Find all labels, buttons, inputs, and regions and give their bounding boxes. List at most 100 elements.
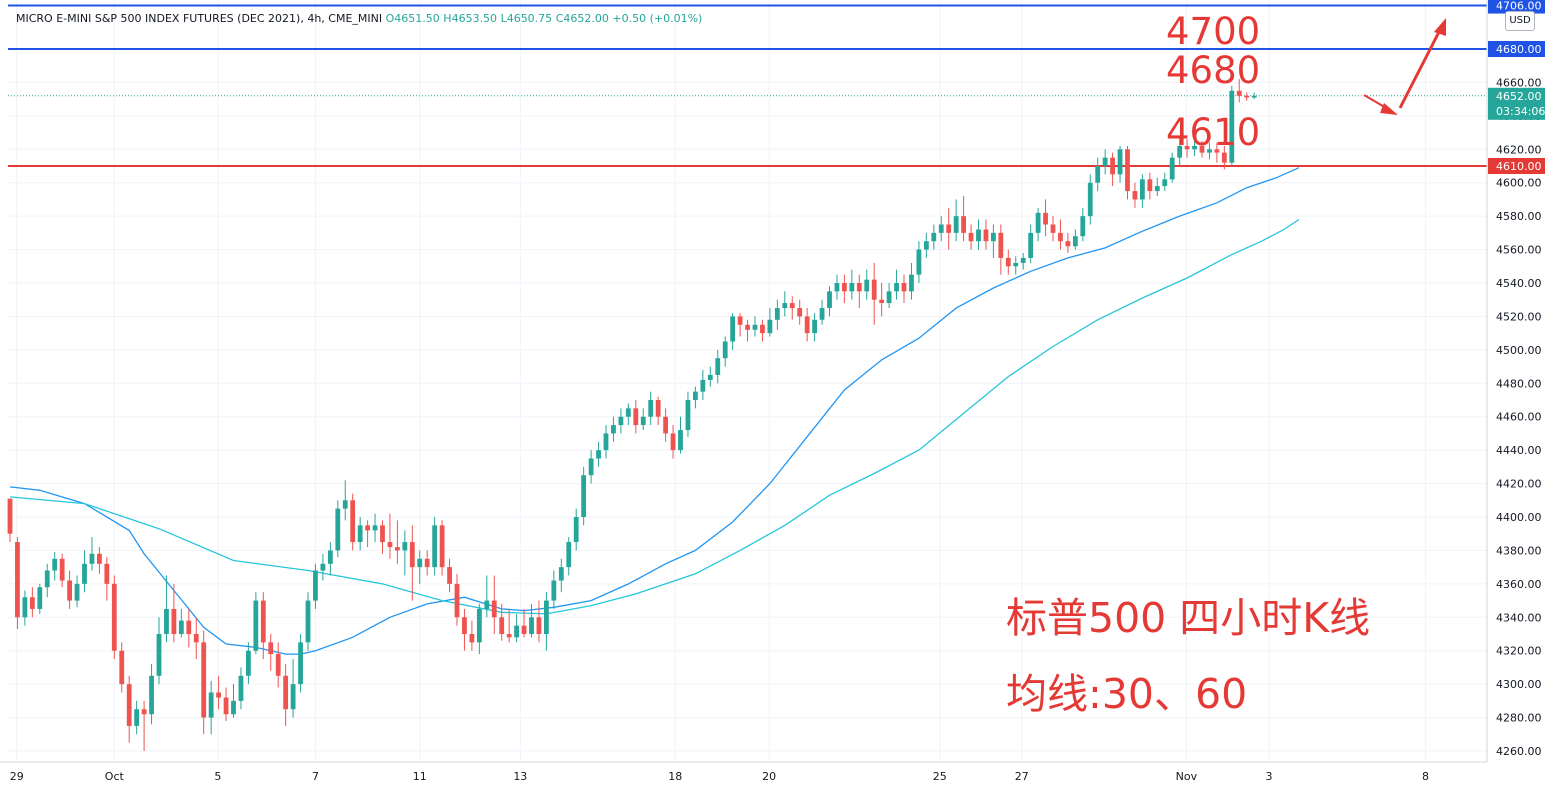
candle-body xyxy=(774,308,780,320)
candle xyxy=(29,587,35,618)
candle-body xyxy=(283,675,289,710)
candle-body xyxy=(1177,145,1183,158)
candle xyxy=(760,319,765,342)
horizontal-lines[interactable] xyxy=(8,4,1487,167)
candle xyxy=(484,575,490,618)
candle-body xyxy=(685,400,691,431)
candle-body xyxy=(506,634,512,638)
candle-body xyxy=(432,525,438,568)
candle xyxy=(320,553,326,581)
candle xyxy=(745,319,750,342)
candle-body xyxy=(1244,95,1250,98)
candle xyxy=(439,520,445,576)
candle-body xyxy=(246,650,251,676)
candle xyxy=(1080,207,1086,242)
candle-body xyxy=(380,525,385,543)
time-axis[interactable]: 29 Oct 5 7 11 13 18 20 25 27 Nov 3 8 xyxy=(0,761,1487,783)
candle xyxy=(1229,85,1235,166)
candle xyxy=(342,480,348,521)
candle-body xyxy=(886,291,892,304)
candle xyxy=(357,517,363,551)
candle-body xyxy=(581,475,587,517)
candle-body xyxy=(909,274,914,292)
candle xyxy=(871,262,877,325)
candle xyxy=(141,700,147,751)
candle-body xyxy=(1251,95,1257,98)
candle-body xyxy=(119,650,125,685)
candle-body xyxy=(611,425,616,434)
candle-body xyxy=(320,563,326,571)
candle xyxy=(804,308,810,342)
candle-body xyxy=(819,308,825,320)
time-tick-label: 5 xyxy=(214,770,221,783)
arrow-down-head xyxy=(1380,103,1398,115)
time-tick-label: 27 xyxy=(1015,770,1029,783)
candle xyxy=(558,558,564,593)
candle-body xyxy=(953,216,959,233)
candle-body xyxy=(983,229,989,242)
ohlc-open: O4651.50 xyxy=(385,12,440,25)
candlesticks xyxy=(7,79,1257,751)
candle-body xyxy=(59,558,65,581)
candle-body xyxy=(417,558,423,568)
candle xyxy=(611,416,616,442)
candle xyxy=(1020,252,1026,270)
hline-label: 4680.00 xyxy=(1496,43,1542,56)
candle xyxy=(126,675,132,743)
candle-body xyxy=(1132,191,1138,200)
ohlc-high: H4653.50 xyxy=(443,12,498,25)
candle xyxy=(1154,177,1160,197)
symbol-header: MICRO E-MINI S&P 500 INDEX FUTURES (DEC … xyxy=(16,12,702,25)
currency-button[interactable]: USD xyxy=(1505,11,1535,31)
candle xyxy=(298,634,303,693)
candle-body xyxy=(1214,149,1220,153)
candle xyxy=(1043,199,1048,237)
candle xyxy=(923,232,929,258)
candle xyxy=(864,269,870,300)
candle-body xyxy=(1192,145,1197,150)
candle xyxy=(1072,229,1078,250)
candle-body xyxy=(551,580,557,601)
candle-body xyxy=(722,341,728,359)
candle-body xyxy=(1095,166,1101,183)
price-tick-label: 4300.00 xyxy=(1496,678,1542,691)
ohlc-close: C4652.00 xyxy=(555,12,609,25)
candle xyxy=(827,286,832,317)
candle-body xyxy=(462,617,467,634)
candle-body xyxy=(335,508,341,551)
candle-body xyxy=(313,570,318,601)
candle-body xyxy=(536,617,542,634)
candle xyxy=(238,667,244,710)
candle xyxy=(1110,152,1115,187)
time-tick-label: 29 xyxy=(10,770,24,783)
candle xyxy=(707,366,713,387)
candle xyxy=(283,664,289,726)
candle xyxy=(469,620,475,651)
candle-body xyxy=(231,700,236,715)
candle-body xyxy=(499,617,505,634)
candle xyxy=(447,558,452,593)
time-tick-label: 18 xyxy=(668,770,682,783)
candle-body xyxy=(305,600,311,643)
candle-body xyxy=(1140,179,1145,200)
candle-body xyxy=(372,525,378,531)
candle xyxy=(856,274,862,309)
candle-body xyxy=(350,500,356,543)
candle xyxy=(7,498,13,543)
candle xyxy=(983,219,989,250)
candle-body xyxy=(1005,257,1011,267)
candle xyxy=(149,664,154,725)
candle xyxy=(968,224,974,250)
candle-body xyxy=(700,379,706,392)
candle xyxy=(819,299,825,325)
candle xyxy=(15,537,20,629)
candle xyxy=(1207,142,1212,160)
candle-body xyxy=(1065,241,1071,247)
candle xyxy=(663,408,668,442)
price-tick-label: 4440.00 xyxy=(1496,444,1542,457)
candle-body xyxy=(916,249,922,275)
candle xyxy=(767,308,773,337)
candle-body xyxy=(134,709,140,726)
